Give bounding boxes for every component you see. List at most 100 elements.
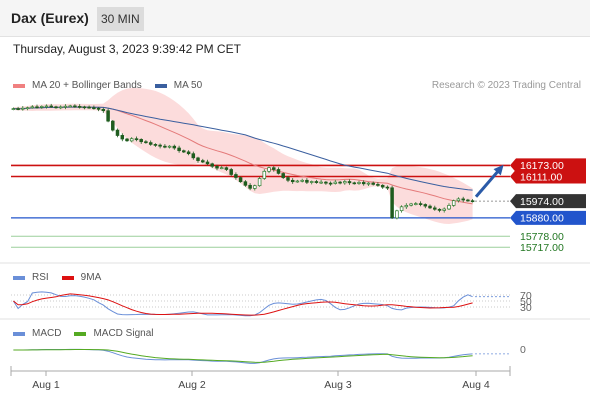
main-legend: MA 20 + Bollinger Bands MA 50 [13, 80, 202, 91]
price-tag-5: 15717.00 [520, 242, 564, 254]
interval-button[interactable]: 30 MIN [97, 7, 144, 31]
candle-body [115, 129, 120, 136]
candle-body [352, 182, 357, 185]
candle [215, 164, 219, 171]
price-tag-label: 15974.00 [520, 196, 564, 208]
bollinger-band-area [13, 88, 473, 224]
candle-body [300, 179, 304, 182]
candle [129, 137, 134, 143]
macd-signal-swatch [74, 331, 87, 336]
candle [238, 176, 243, 183]
candle [272, 166, 276, 172]
candle-body [77, 106, 82, 108]
macd-legend: MACD MACD Signal [13, 328, 153, 339]
candle-body [163, 145, 167, 148]
candle [243, 180, 248, 187]
candle-body [68, 105, 72, 108]
candle [58, 105, 63, 110]
candle-body [437, 208, 442, 211]
macd-legend-label: MACD [32, 328, 62, 339]
candle [25, 106, 30, 111]
candle-body [418, 203, 423, 205]
candle [172, 144, 177, 150]
price-levels [11, 164, 510, 248]
candle [343, 179, 347, 185]
macd-swatch [13, 331, 25, 336]
candle-body [167, 145, 172, 148]
candle-body [290, 179, 295, 183]
candle-body [73, 105, 77, 108]
candle-body [309, 181, 314, 183]
candle-body [125, 138, 129, 142]
candle-body [404, 205, 409, 208]
candle [49, 103, 53, 108]
candle [470, 199, 475, 203]
candle [144, 140, 148, 144]
macd-level-label: 0 [520, 344, 526, 356]
candle [414, 202, 418, 206]
candle-body [380, 184, 385, 188]
candle [40, 105, 44, 109]
candle-body [96, 107, 101, 110]
candle-body [153, 144, 158, 146]
candle [433, 205, 437, 211]
rsi-level-label: 70 [520, 290, 532, 302]
price-tag-label: 15717.00 [520, 242, 564, 254]
candle-body [343, 181, 347, 184]
candle-body [58, 106, 63, 109]
forecast-arrow-icon [474, 164, 504, 198]
candle-body [25, 107, 30, 110]
candle [253, 184, 257, 191]
forecast-arrow-head [493, 164, 504, 176]
candle [404, 203, 409, 209]
candle [281, 172, 285, 179]
rsi-level-label: 30 [520, 302, 532, 314]
candle [324, 181, 328, 185]
candle-body [324, 181, 328, 184]
price-tag-2: 15974.00 [510, 194, 586, 209]
candle [418, 201, 423, 207]
candle-body [21, 107, 25, 110]
forecast-arrow-shaft [474, 166, 503, 198]
candle [134, 136, 139, 142]
candle [158, 143, 162, 149]
ma50-swatch [154, 83, 167, 88]
candle [224, 166, 229, 171]
candle-body [35, 106, 39, 109]
candle [167, 145, 172, 149]
candle-body [276, 169, 281, 174]
candle [437, 208, 442, 213]
candle-body [144, 141, 148, 144]
candle [125, 138, 129, 142]
candle-body [295, 180, 300, 183]
candle-body [442, 208, 446, 211]
candle [290, 178, 295, 184]
candle [314, 179, 319, 184]
candle-body [63, 105, 68, 108]
candle-body [248, 184, 252, 189]
candle-body [451, 200, 456, 206]
candle-body [238, 177, 243, 183]
candle-body [243, 181, 248, 186]
candle-body [385, 186, 390, 189]
candle [210, 162, 214, 169]
candle [106, 108, 110, 123]
candle [63, 104, 68, 110]
candle [229, 167, 233, 177]
candle-body [196, 157, 200, 161]
candle-body [399, 206, 404, 212]
candle-body [82, 106, 87, 109]
candle-body [210, 163, 214, 167]
candle [442, 207, 446, 213]
candle-body [111, 120, 115, 131]
candle-body [40, 106, 44, 108]
candle [54, 105, 58, 109]
candle-body [305, 179, 309, 183]
candle [234, 172, 238, 180]
candle-body [30, 106, 35, 109]
candle [96, 107, 101, 112]
candle [347, 179, 352, 185]
candle-body [395, 210, 399, 219]
price-tag-3: 15880.00 [510, 210, 586, 225]
